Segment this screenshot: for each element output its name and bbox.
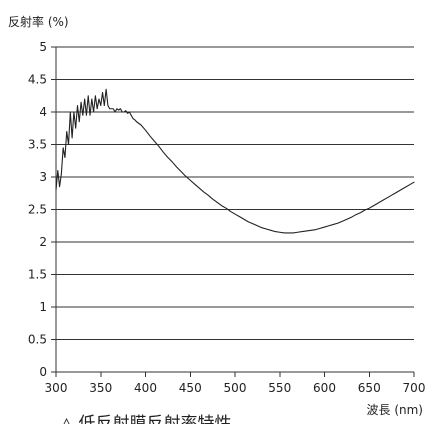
y-tick-label-0: 0	[39, 365, 47, 379]
x-tick-label-7: 650	[358, 381, 381, 395]
y-tick-label-8: 4	[39, 105, 47, 119]
x-tick-label-5: 550	[268, 381, 291, 395]
y-tick-label-5: 2.5	[28, 203, 47, 217]
tick-label-layer: 0 0.5 1 1.5 2 2.5 3 3.5 4 4.5 5 300 350 400 450 500 550 6…	[28, 40, 426, 395]
x-tick-label-2: 400	[134, 381, 157, 395]
y-tick-label-4: 2	[39, 235, 47, 249]
x-tick-label-1: 350	[89, 381, 112, 395]
x-tick-label-6: 600	[313, 381, 336, 395]
y-tick-label-9: 4.5	[28, 73, 47, 87]
y-tick-label-1: 0.5	[28, 333, 47, 347]
series-line-0	[55, 88, 415, 234]
x-tick-label-3: 450	[179, 381, 202, 395]
y-tick-label-3: 1.5	[28, 268, 47, 282]
series-layer	[55, 88, 415, 234]
chart-caption: △ 低反射膜反射率特性	[60, 414, 231, 424]
y-tick-label-10: 5	[39, 40, 47, 54]
y-axis-title: 反射率 (%)	[8, 14, 69, 29]
x-tick-label-8: 700	[403, 381, 426, 395]
y-tick-label-2: 1	[39, 300, 47, 314]
x-tick-label-0: 300	[45, 381, 68, 395]
y-tick-label-6: 3	[39, 170, 47, 184]
grid-layer	[56, 46, 414, 340]
axis-layer	[51, 46, 415, 377]
x-tick-label-4: 500	[224, 381, 247, 395]
y-tick-label-7: 3.5	[28, 138, 47, 152]
x-axis-title: 波長 (nm)	[367, 403, 423, 417]
